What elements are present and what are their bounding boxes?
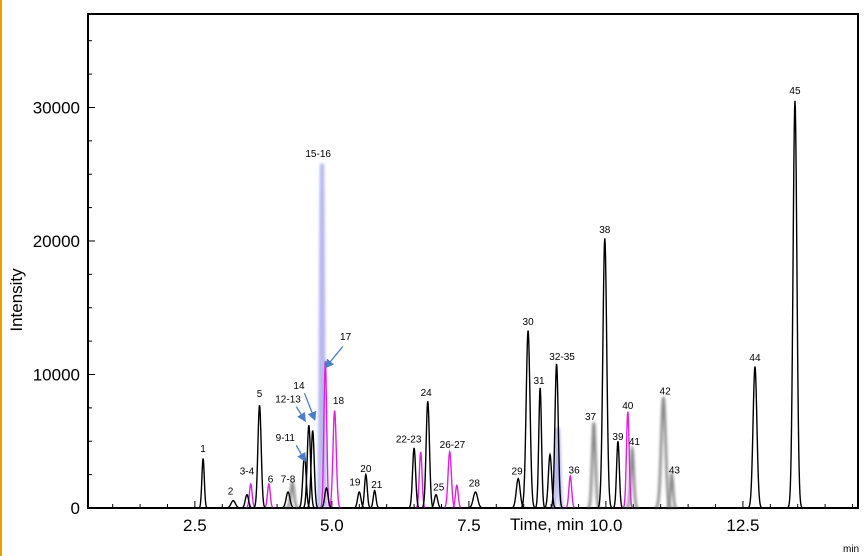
- peak-label: 15-16: [305, 149, 331, 160]
- annotation-arrow: [295, 406, 306, 423]
- peak-black: [240, 493, 254, 509]
- y-tick-label: 0: [71, 499, 80, 518]
- peak-gray: [285, 480, 300, 510]
- peak-label: 38: [599, 225, 611, 236]
- peak-label: 3-4: [240, 467, 255, 478]
- series-black: [198, 100, 803, 509]
- peak-magenta: [564, 474, 576, 509]
- peak-label: 6: [268, 475, 274, 486]
- peak-label: 37: [585, 412, 597, 423]
- annotation-arrow: [324, 346, 344, 369]
- arrows-layer: [295, 346, 344, 463]
- peak-magenta: [263, 482, 275, 509]
- x-tick-label: 2.5: [183, 516, 207, 535]
- peak-label: 43: [669, 465, 681, 476]
- peak-black: [543, 452, 557, 509]
- peak-black: [360, 472, 372, 509]
- peak-label: 40: [622, 401, 634, 412]
- peak-label: 28: [469, 479, 481, 490]
- peak-black: [534, 387, 546, 509]
- peak-label: 1: [200, 444, 206, 455]
- peak-label: 25: [433, 483, 445, 494]
- peak-label: 36: [569, 465, 581, 476]
- plot-border: [87, 13, 859, 509]
- peak-label: 20: [360, 464, 372, 475]
- peak-label: 2: [228, 487, 234, 498]
- peak-label: 30: [523, 317, 535, 328]
- x-axis: 2.5 5.0 7.5 10.0 12.5: [112, 501, 854, 535]
- x-tick-label: 10.0: [589, 516, 622, 535]
- series-layer: [197, 100, 856, 510]
- series-gray: [285, 396, 678, 510]
- peak-lavender: [316, 163, 328, 510]
- x-tick-label: 5.0: [320, 516, 344, 535]
- peak-label: 7-8: [281, 475, 296, 486]
- peak-black: [549, 363, 564, 509]
- peak-label: 39: [612, 432, 624, 443]
- corner-unit-label: min: [843, 544, 859, 555]
- peak-label: 5: [257, 389, 263, 400]
- peak-black: [369, 489, 381, 509]
- y-tick-label: 30000: [33, 98, 80, 117]
- y-axis: 0 10000 20000 30000: [33, 40, 95, 518]
- plot-frame: [87, 13, 859, 509]
- x-tick-label: 12.5: [726, 516, 759, 535]
- peak-magenta: [415, 451, 427, 509]
- series-lavender: [316, 163, 564, 510]
- peak-label: 18: [333, 396, 345, 407]
- peak-black: [520, 330, 536, 509]
- peak-label: 21: [371, 480, 383, 491]
- peak-black: [421, 401, 435, 509]
- peak-black: [252, 405, 267, 509]
- peak-label: 31: [533, 376, 545, 387]
- peak-label: 32-35: [549, 352, 575, 363]
- annotation-arrow: [295, 444, 306, 463]
- peak-label: 44: [749, 353, 761, 364]
- peak-black: [198, 458, 208, 509]
- peak-black: [224, 499, 243, 509]
- peak-label: 17: [340, 332, 352, 343]
- y-tick-label: 20000: [33, 232, 80, 251]
- peak-labels: 1 2 3-4 5 6 7-8 9-11 12-13 14 15-16 17 18 19 20 21 22-2…: [200, 86, 801, 498]
- y-tick-label: 10000: [33, 365, 80, 384]
- peak-black: [407, 447, 421, 509]
- x-tick-label: 7.5: [457, 516, 481, 535]
- peak-label: 45: [789, 86, 801, 97]
- peak-black: [612, 441, 624, 509]
- peak-magenta: [451, 483, 463, 509]
- x-axis-label: Time, min: [510, 515, 584, 534]
- peak-gray: [587, 422, 601, 510]
- peak-label: 42: [660, 387, 672, 398]
- peak-black: [596, 238, 613, 509]
- peak-label: 26-27: [440, 440, 466, 451]
- peak-magenta: [327, 410, 342, 509]
- peak-label: 9-11: [276, 433, 296, 444]
- peak-label: 22-23: [396, 435, 422, 446]
- y-axis-label: Intensity: [7, 268, 26, 332]
- peak-magenta: [622, 411, 634, 509]
- peak-label: 41: [629, 437, 641, 448]
- peak-gray: [666, 471, 678, 510]
- peak-label: 29: [512, 467, 524, 478]
- peak-black: [787, 100, 803, 509]
- peak-label: 14: [293, 381, 305, 392]
- peak-black: [510, 477, 526, 509]
- peak-label: 19: [349, 477, 361, 488]
- peak-label: 24: [421, 388, 433, 399]
- annotation-arrow: [303, 392, 317, 421]
- peak-black: [302, 425, 316, 509]
- peak-black: [747, 366, 763, 509]
- peak-black: [306, 430, 319, 509]
- peak-label: 12-13: [275, 395, 301, 406]
- frame-edge: [0, 0, 2, 556]
- peak-gray: [625, 444, 639, 510]
